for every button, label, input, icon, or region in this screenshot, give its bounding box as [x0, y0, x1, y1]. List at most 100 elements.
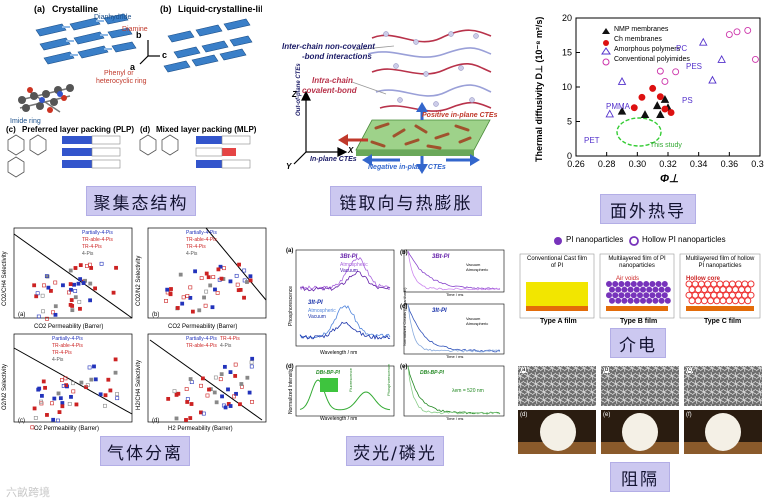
x-tick-label: 0.32: [659, 159, 677, 169]
noncovalent-label-1: Inter-chain non-covalent: [282, 42, 375, 51]
type-a-label: Type A film: [540, 318, 577, 325]
gas-legend-b3: TR-4-Pis: [186, 244, 206, 250]
covalent-label-1: Intra-chain: [312, 76, 353, 85]
legend-conventional: Conventional polyimides: [614, 56, 690, 63]
upper-bound-line: [205, 227, 267, 301]
dianhydride-label: Dianhydride: [94, 14, 132, 21]
data-point: [218, 377, 223, 382]
negative-cte-label: Negative in-plane CTEs: [368, 164, 446, 171]
plp-title: Preferred layer packing (PLP): [22, 125, 135, 134]
hollow-nanoparticle: [738, 297, 746, 305]
data-point: [222, 364, 227, 369]
gas-plot-c: [13, 333, 133, 430]
data-point: [218, 264, 223, 269]
axis-b-label: b: [136, 30, 142, 40]
nanoparticle: [618, 281, 625, 287]
hollow-nanoparticle: [731, 286, 739, 294]
data-point: [41, 379, 46, 384]
data-point: [93, 377, 98, 382]
dbt-emission-spectrum: [299, 379, 391, 411]
data-point: [51, 310, 55, 315]
data-point: [32, 406, 37, 411]
data-point: [53, 280, 58, 285]
data-point: [725, 31, 733, 39]
hollow-nanoparticle: [728, 280, 736, 288]
data-point: [190, 309, 195, 314]
data-point: [35, 291, 40, 296]
data-point: [66, 290, 71, 295]
fluor-c-title: 3It-PI: [432, 308, 447, 314]
data-point: [85, 383, 90, 388]
data-point: [87, 365, 92, 370]
fluor-b-frame: [403, 249, 505, 293]
data-point: [56, 418, 60, 423]
data-point: [234, 273, 239, 278]
legend-markers: [601, 28, 611, 66]
sem-image-a: [518, 366, 596, 406]
data-point: [222, 266, 226, 271]
y-tick-label: 15: [562, 48, 572, 58]
plot-frame: [575, 17, 761, 157]
barrier-a-label: (a): [520, 367, 528, 373]
data-point: [115, 392, 119, 396]
nanoparticle: [624, 281, 631, 287]
fluor-a2-atm: Atmospheric: [308, 308, 336, 314]
data-point: [214, 400, 219, 405]
positive-cte-label: Positive in-plane CTEs: [422, 112, 498, 119]
data-point: [45, 316, 49, 321]
gas-legend-b2: TR-able-4-Pis: [186, 237, 217, 243]
fluor-c-atm: Atmospheric: [466, 321, 489, 326]
phos-3it-atm: [299, 305, 391, 339]
molecule-model: [18, 84, 74, 113]
x-tick-label: 0.30: [629, 159, 647, 169]
hollow-nanoparticle: [700, 297, 708, 305]
nanoparticle: [661, 281, 668, 287]
lc-stack: [163, 18, 253, 73]
data-point: [208, 283, 213, 288]
nanoparticle: [643, 292, 650, 299]
data-point: [249, 360, 254, 365]
barrier-figure: [518, 366, 762, 454]
nanoparticle: [655, 281, 662, 287]
hollow-nanoparticle: [685, 291, 693, 299]
data-point: [656, 93, 664, 101]
fluor-d-title: DBt-BP-PI: [316, 370, 340, 376]
data-point: [71, 389, 76, 394]
hollow-nanoparticle: [700, 286, 708, 294]
noncovalent-label-2: -bond interactions: [302, 52, 372, 61]
nanoparticle: [618, 292, 625, 299]
fluor-b-xlabel: Time / ms: [446, 292, 464, 297]
data-point: [45, 274, 50, 279]
data-point: [234, 391, 238, 396]
decay-3it-atm: [407, 304, 501, 353]
nanoparticle: [633, 286, 640, 293]
data-point: [169, 287, 173, 291]
film-disc-d: [540, 413, 576, 451]
data-point: [220, 394, 224, 399]
nanoparticle: [627, 297, 634, 304]
oriented-film-slab: [355, 119, 491, 156]
x-tick-label: 0.38: [751, 159, 764, 169]
y-tick-label: 5: [567, 117, 572, 127]
hollow-nanoparticle: [744, 297, 752, 305]
data-point: [199, 383, 203, 388]
data-point: [172, 389, 177, 394]
data-point: [69, 394, 73, 399]
data-point: [73, 289, 78, 293]
data-point: [233, 362, 238, 367]
data-point: [44, 274, 49, 279]
data-point: [228, 404, 233, 408]
data-point: [198, 410, 203, 415]
upper-bound-line: [13, 347, 133, 415]
data-point: [77, 299, 82, 304]
film-c-substrate: [686, 306, 754, 311]
nanoparticle: [658, 297, 665, 304]
data-point: [708, 75, 717, 84]
nanoparticle: [627, 286, 634, 293]
data-point: [78, 263, 83, 268]
nanoparticle: [609, 297, 615, 304]
fluor-a-title: 3Bt-PI: [340, 254, 358, 260]
annot-pc: PC: [676, 44, 688, 53]
data-point: [176, 391, 181, 396]
film-b-particles: [606, 281, 671, 304]
